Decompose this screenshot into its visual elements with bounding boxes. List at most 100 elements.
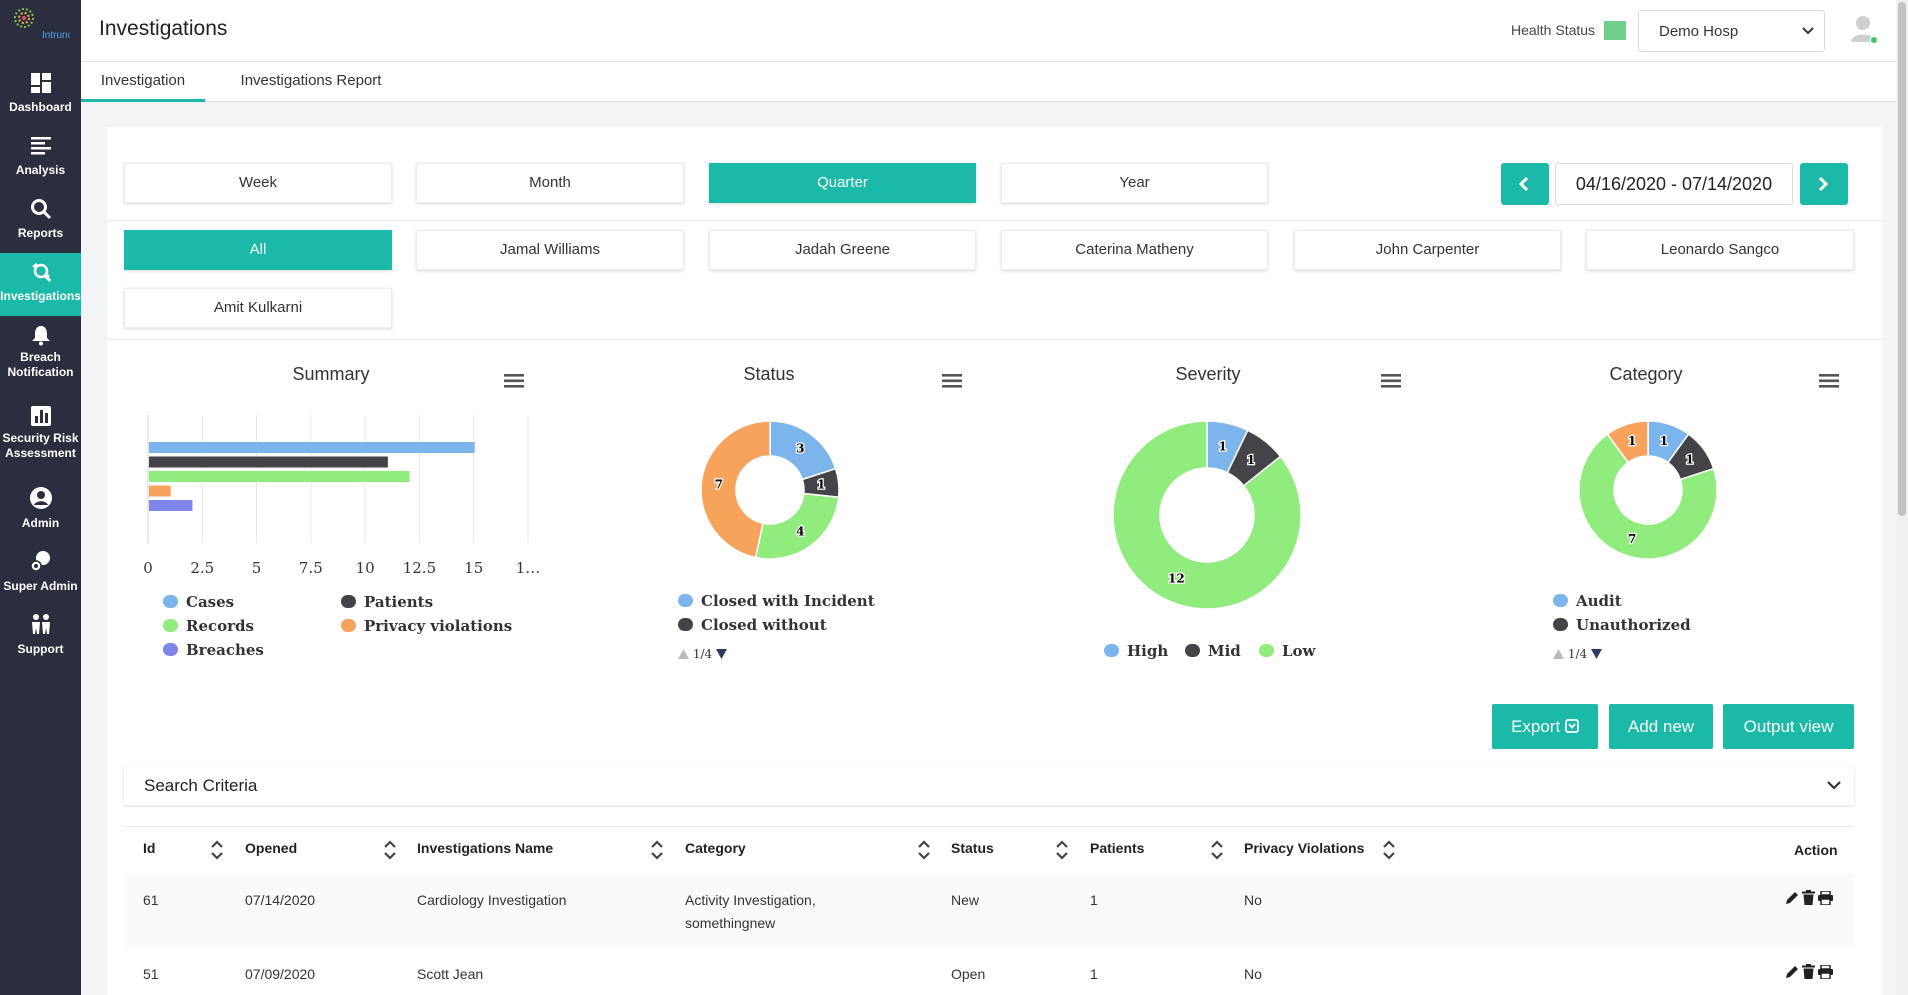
triangle-down-icon[interactable] <box>1590 649 1602 659</box>
search-criteria-toggle[interactable]: Search Criteria <box>124 767 1854 805</box>
person-filter-amit-kulkarni[interactable]: Amit Kulkarni <box>124 288 392 328</box>
column-header-category[interactable]: Category <box>685 840 746 856</box>
sort-icon[interactable] <box>1055 839 1069 861</box>
sidebar-item-security-risk-assessment[interactable]: Security Risk Assessment <box>0 397 81 469</box>
table-row[interactable]: 61 07/14/2020 Cardiology Investigation A… <box>124 874 1854 948</box>
sidebar-item-analysis[interactable]: Analysis <box>0 127 81 190</box>
legend-item-patients[interactable]: Patients <box>341 592 433 612</box>
legend-label: High <box>1127 642 1169 660</box>
sidebar-item-label: Admin <box>21 516 60 530</box>
column-header-investigations-name[interactable]: Investigations Name <box>417 840 554 856</box>
next-period-button[interactable] <box>1800 163 1848 205</box>
edit-icon[interactable] <box>1785 891 1799 905</box>
legend-item-breaches[interactable]: Breaches <box>163 640 264 660</box>
period-quarter-button[interactable]: Quarter <box>709 163 976 203</box>
legend-item-cases[interactable]: Cases <box>163 592 234 612</box>
period-week-button[interactable]: Week <box>124 163 392 203</box>
edit-icon[interactable] <box>1785 965 1799 979</box>
page-scrollbar[interactable] <box>1896 0 1908 995</box>
print-icon[interactable] <box>1818 891 1833 905</box>
pie-slice[interactable] <box>700 420 771 559</box>
add-new-button[interactable]: Add new <box>1609 704 1713 749</box>
triangle-up-icon[interactable] <box>678 649 689 659</box>
period-month-button[interactable]: Month <box>416 163 684 203</box>
pie-slice[interactable] <box>754 492 840 560</box>
sort-icon[interactable] <box>917 839 931 861</box>
sidebar-item-investigations[interactable]: Investigations <box>0 253 81 316</box>
person-filter-caterina-matheny[interactable]: Caterina Matheny <box>1001 230 1268 270</box>
sort-icon[interactable] <box>1210 839 1224 861</box>
data-label: 3 <box>796 441 804 455</box>
column-header-status[interactable]: Status <box>951 840 994 856</box>
scrollbar-thumb[interactable] <box>1898 2 1906 516</box>
tab-investigation[interactable]: Investigation <box>81 62 205 102</box>
previous-period-button[interactable] <box>1501 163 1549 205</box>
bar[interactable] <box>149 500 193 511</box>
table-row[interactable]: 51 07/09/2020 Scott Jean Open 1 No <box>124 950 1854 995</box>
bar[interactable] <box>149 485 171 497</box>
severity-chart-menu-icon[interactable] <box>1381 373 1401 389</box>
legend-item-closed-without[interactable]: Closed without <box>678 615 827 635</box>
bell-icon <box>31 326 50 346</box>
trash-icon[interactable] <box>1802 890 1815 905</box>
print-icon[interactable] <box>1818 965 1833 979</box>
sidebar-item-dashboard[interactable]: Dashboard <box>0 64 81 127</box>
chevron-right-icon <box>1818 176 1829 192</box>
category-chart-menu-icon[interactable] <box>1819 373 1839 389</box>
investigations-panel <box>107 127 1882 995</box>
legend-item-audit[interactable]: Audit <box>1553 591 1622 611</box>
triangle-up-icon[interactable] <box>1553 649 1564 659</box>
export-button[interactable]: Export <box>1492 704 1598 749</box>
sidebar-item-super-admin[interactable]: Super Admin <box>0 541 81 604</box>
sidebar-item-admin[interactable]: Admin <box>0 478 81 541</box>
x-tick-label: 12.5 <box>403 559 436 575</box>
pie-slice[interactable] <box>1606 420 1649 464</box>
pie-slice[interactable] <box>1578 433 1718 560</box>
column-header-patients[interactable]: Patients <box>1090 840 1145 856</box>
trash-icon[interactable] <box>1802 964 1815 979</box>
legend-item-privacy-violations[interactable]: Privacy violations <box>341 616 512 636</box>
hospital-select-value: Demo Hosp <box>1659 23 1739 40</box>
x-tick-label: 1… <box>516 559 541 575</box>
person-filter-all[interactable]: All <box>124 230 392 270</box>
person-filter-jadah-greene[interactable]: Jadah Greene <box>709 230 976 270</box>
summary-chart-menu-icon[interactable] <box>504 373 524 389</box>
column-header-id[interactable]: Id <box>143 840 156 856</box>
triangle-down-icon[interactable] <box>715 649 727 659</box>
legend-item-high[interactable]: High <box>1104 641 1168 661</box>
data-label: 1 <box>817 478 825 492</box>
sidebar-item-support[interactable]: Support <box>0 604 81 667</box>
column-header-opened[interactable]: Opened <box>245 840 298 856</box>
person-filter-jamal-williams[interactable]: Jamal Williams <box>416 230 684 270</box>
logo-text: Intruno <box>42 30 70 41</box>
bar[interactable] <box>149 471 410 482</box>
person-filter-john-carpenter[interactable]: John Carpenter <box>1294 230 1561 270</box>
bar[interactable] <box>149 442 475 453</box>
sort-icon[interactable] <box>1382 839 1396 861</box>
date-range-display[interactable]: 04/16/2020 - 07/14/2020 <box>1555 163 1793 205</box>
sort-icon[interactable] <box>383 839 397 861</box>
sidebar-item-breach-notification[interactable]: Breach Notification <box>0 316 81 388</box>
legend-item-unauthorized[interactable]: Unauthorized <box>1553 615 1691 635</box>
pie-slice[interactable] <box>1112 420 1302 610</box>
sidebar-item-label: Security Risk Assessment <box>2 431 79 460</box>
tab-investigations-report[interactable]: Investigations Report <box>240 72 382 89</box>
period-year-button[interactable]: Year <box>1001 163 1268 203</box>
severity-donut-chart: 1 1 12 <box>1112 420 1302 610</box>
bar[interactable] <box>149 456 388 468</box>
cell-privacy-violations: No <box>1244 892 1262 908</box>
legend-item-records[interactable]: Records <box>163 616 254 636</box>
sidebar-item-reports[interactable]: Reports <box>0 190 81 253</box>
hospital-select[interactable]: Demo Hosp <box>1638 10 1825 52</box>
column-header-privacy-violations[interactable]: Privacy Violations <box>1244 840 1365 856</box>
legend-item-closed-with-incident[interactable]: Closed with Incident <box>678 591 875 611</box>
legend-item-mid[interactable]: Mid <box>1185 641 1241 661</box>
output-view-button[interactable]: Output view <box>1723 704 1854 749</box>
person-filter-leonardo-sangco[interactable]: Leonardo Sangco <box>1586 230 1854 270</box>
legend-label: Closed with Incident <box>701 592 875 610</box>
sort-icon[interactable] <box>210 839 224 861</box>
sort-icon[interactable] <box>650 839 664 861</box>
user-avatar[interactable] <box>1849 14 1879 49</box>
status-chart-menu-icon[interactable] <box>942 373 962 389</box>
legend-item-low[interactable]: Low <box>1259 641 1315 661</box>
